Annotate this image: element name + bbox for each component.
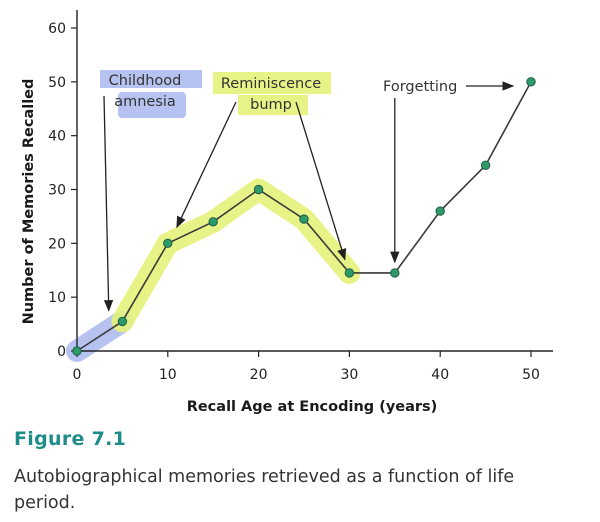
data-point [72, 346, 82, 356]
y-tick-label: 60 [48, 21, 66, 37]
data-point [390, 268, 400, 278]
highlight-bump-label [238, 95, 308, 115]
figure-description: Autobiographical memories retrieved as a… [14, 467, 515, 513]
y-tick-label: 10 [48, 290, 66, 306]
annotation-childhood-amnesia-line1: Childhood [109, 73, 182, 89]
annotation-reminiscence-bump-line1: Reminiscence [221, 76, 321, 92]
arrow-bump-right [295, 101, 347, 261]
x-tick-label: 40 [431, 367, 449, 383]
highlight-childhood-label [118, 92, 186, 118]
x-tick-label: 0 [73, 367, 82, 383]
x-tick-label: 50 [522, 367, 540, 383]
y-tick-label: 0 [57, 344, 66, 360]
tick-labels: 0 10 20 30 40 50 60 0 10 20 30 40 50 [48, 21, 540, 383]
data-point [208, 217, 218, 227]
highlight-layer [66, 178, 361, 362]
annotations: Childhood amnesia Reminiscence bump Forgetti… [100, 70, 515, 312]
figure-label: Figure 7.1 [14, 428, 127, 450]
y-tick-label: 30 [48, 183, 66, 199]
x-axis-label: Recall Age at Encoding (years) [187, 399, 438, 415]
highlight-childhood-label [100, 70, 202, 88]
y-tick-label: 20 [48, 236, 66, 252]
axes [71, 10, 553, 357]
annotation-reminiscence-bump-line2: bump [250, 97, 292, 113]
arrow-bump-left [176, 101, 237, 229]
x-tick-label: 30 [340, 367, 358, 383]
data-point [480, 160, 491, 170]
data-point [435, 206, 445, 216]
data-series [72, 77, 536, 356]
y-axis-label: Number of Memories Recalled [21, 79, 37, 325]
x-tick-label: 10 [159, 367, 177, 383]
x-tick-label: 20 [250, 367, 268, 383]
data-point [526, 77, 536, 87]
highlight-bump-curve [111, 178, 361, 333]
y-tick-label: 50 [48, 75, 66, 91]
data-point [299, 214, 309, 224]
data-point [253, 184, 264, 195]
annotation-forgetting: Forgetting [383, 79, 457, 95]
arrow-childhood-amnesia [103, 95, 114, 312]
annotation-childhood-amnesia-line2: amnesia [114, 94, 176, 110]
highlight-bump-label [213, 72, 331, 94]
memory-recall-chart: 0 10 20 30 40 50 60 0 10 20 30 40 50 Childhood amnesi… [21, 10, 553, 415]
data-point [117, 316, 128, 327]
data-point [344, 268, 355, 278]
y-tick-label: 40 [48, 129, 66, 145]
data-point [163, 238, 173, 249]
